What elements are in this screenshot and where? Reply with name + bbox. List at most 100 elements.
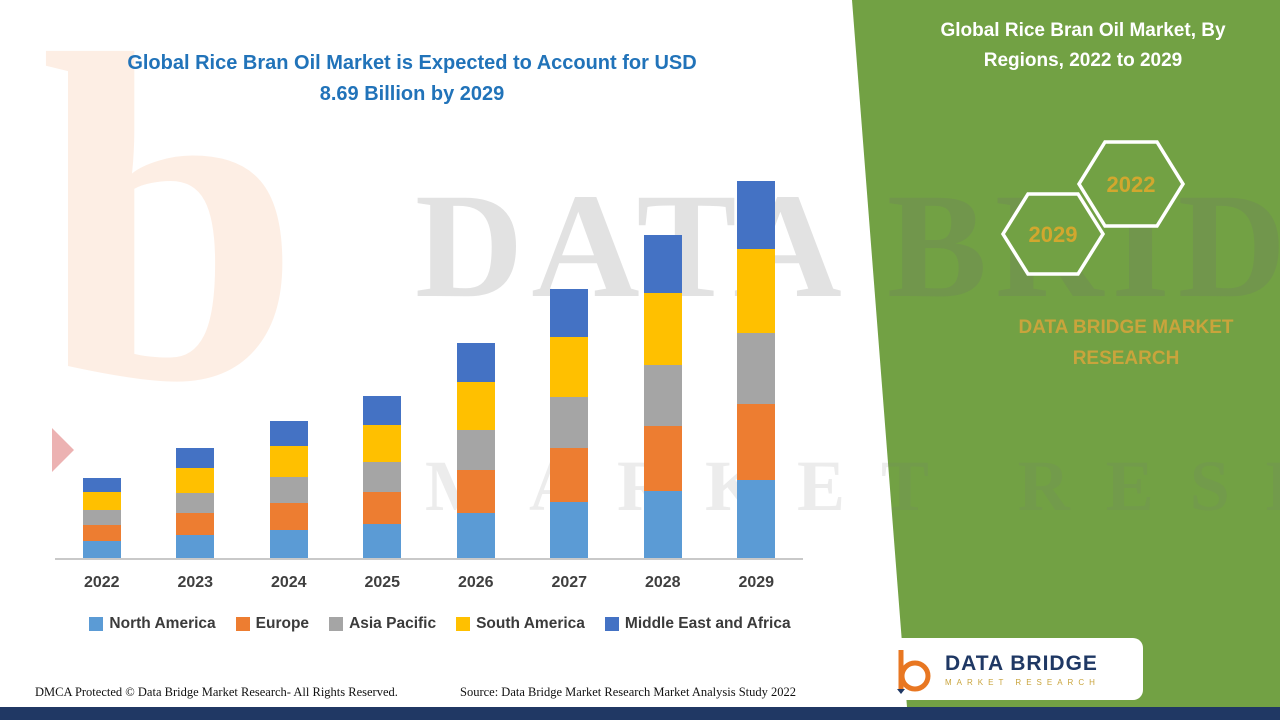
stacked-bar-2029 xyxy=(737,181,776,558)
bar-column-2024 xyxy=(242,158,336,558)
data-bridge-logo-icon xyxy=(897,650,931,694)
stacked-bar-2024 xyxy=(269,421,308,558)
legend-swatch-south-america xyxy=(456,617,471,631)
bar-segment-asia-pacific xyxy=(456,430,495,471)
bar-segment-europe xyxy=(550,448,589,503)
legend-label-middle-east-and-africa: Middle East and Africa xyxy=(624,615,791,632)
page-title: Global Rice Bran Oil Market is Expected … xyxy=(60,48,764,110)
legend-swatch-europe xyxy=(235,617,250,631)
bar-segment-north-america xyxy=(269,529,308,558)
bar-segment-south-america xyxy=(176,467,215,494)
bar-segment-south-america xyxy=(269,446,308,477)
legend-swatch-middle-east-and-africa xyxy=(604,617,619,631)
bar-segment-europe xyxy=(269,502,308,530)
bar-segment-middle-east-and-africa xyxy=(82,478,121,493)
bar-segment-europe xyxy=(643,426,682,492)
stacked-bar-2028 xyxy=(643,235,682,558)
panel-title: Global Rice Bran Oil Market, By Regions,… xyxy=(940,20,1226,72)
bar-segment-asia-pacific xyxy=(363,462,402,493)
bar-segment-europe xyxy=(456,470,495,513)
bar-segment-middle-east-and-africa xyxy=(269,421,308,447)
stacked-bar-chart: 2022 2023 2024 2025 2026 2027 2028 2029 xyxy=(55,158,803,592)
logo-triangle-watermark xyxy=(52,428,74,472)
bar-segment-asia-pacific xyxy=(737,333,776,405)
stacked-bar-2025 xyxy=(363,395,402,558)
year-hexagons: 2022 2029 xyxy=(1000,140,1186,276)
stacked-bar-2026 xyxy=(456,343,495,558)
bar-segment-europe xyxy=(363,492,402,525)
bar-column-2022 xyxy=(55,158,149,558)
legend-swatch-north-america xyxy=(89,617,104,631)
background-logo-watermark: b xyxy=(40,0,302,479)
bar-segment-south-america xyxy=(363,425,402,463)
bar-segment-north-america xyxy=(176,535,215,558)
bar-segment-asia-pacific xyxy=(643,365,682,427)
bar-segment-north-america xyxy=(643,491,682,558)
bar-segment-north-america xyxy=(82,541,121,558)
legend-item-asia-pacific: Asia Pacific xyxy=(329,615,436,633)
legend-label-north-america: North America xyxy=(109,615,216,632)
legend-item-north-america: North America xyxy=(89,615,216,633)
bar-segment-south-america xyxy=(82,492,121,510)
bar-segment-europe xyxy=(737,404,776,480)
stacked-bar-2027 xyxy=(550,288,589,558)
bar-column-2029 xyxy=(710,158,804,558)
x-axis-label-2023: 2023 xyxy=(177,574,214,591)
x-axis-label-2022: 2022 xyxy=(83,574,120,591)
brand-text: DATA BRIDGE MARKET RESEARCH xyxy=(1018,317,1234,370)
chart-plot-area xyxy=(55,158,803,560)
bar-segment-north-america xyxy=(737,480,776,558)
x-axis-label-2026: 2026 xyxy=(457,574,494,591)
x-axis-label-2028: 2028 xyxy=(644,574,681,591)
bar-segment-south-america xyxy=(737,249,776,334)
x-axis-label-2027: 2027 xyxy=(551,574,588,591)
legend-item-middle-east-and-africa: Middle East and Africa xyxy=(604,615,791,633)
bar-segment-asia-pacific xyxy=(82,509,121,526)
bar-column-2025 xyxy=(336,158,430,558)
bar-segment-north-america xyxy=(550,502,589,558)
logo-subtext: MARKET RESEARCH xyxy=(945,677,1100,687)
hexagon-2022-label: 2022 xyxy=(1107,172,1156,197)
logo-text-block: DATA BRIDGE MARKET RESEARCH xyxy=(945,652,1100,687)
x-axis-label-2025: 2025 xyxy=(364,574,401,591)
legend-item-europe: Europe xyxy=(235,615,310,633)
hexagon-2029 xyxy=(1000,192,1106,276)
bar-segment-middle-east-and-africa xyxy=(643,235,682,294)
bar-segment-north-america xyxy=(363,524,402,558)
hexagon-2029-label: 2029 xyxy=(1029,222,1078,247)
legend-label-south-america: South America xyxy=(476,615,585,632)
stacked-bar-2023 xyxy=(176,447,215,558)
dmca-notice: DMCA Protected © Data Bridge Market Rese… xyxy=(35,685,398,699)
bar-segment-asia-pacific xyxy=(550,397,589,449)
legend-swatch-asia-pacific xyxy=(329,617,344,631)
legend-label-europe: Europe xyxy=(255,615,310,632)
data-bridge-logo-card: DATA BRIDGE MARKET RESEARCH xyxy=(875,638,1143,700)
x-axis-label-2029: 2029 xyxy=(738,574,775,591)
bar-segment-asia-pacific xyxy=(176,493,215,513)
page-title-line2: 8.69 Billion by 2029 xyxy=(319,83,505,105)
bar-segment-south-america xyxy=(643,293,682,366)
bar-segment-europe xyxy=(176,512,215,536)
bar-segment-south-america xyxy=(456,382,495,431)
bar-segment-asia-pacific xyxy=(269,476,308,503)
bar-segment-middle-east-and-africa xyxy=(363,395,402,426)
x-axis-labels: 2022 2023 2024 2025 2026 2027 2028 2029 xyxy=(55,574,803,592)
stacked-bar-2022 xyxy=(82,478,121,558)
bar-segment-middle-east-and-africa xyxy=(176,447,215,468)
chart-legend: North America Europe Asia Pacific South Ame… xyxy=(40,615,840,633)
hexagon-2022 xyxy=(1076,140,1186,228)
source-note: Source: Data Bridge Market Research Mark… xyxy=(460,685,797,699)
bar-segment-middle-east-and-africa xyxy=(456,343,495,383)
bar-column-2026 xyxy=(429,158,523,558)
bar-column-2028 xyxy=(616,158,710,558)
page-title-line1: Global Rice Bran Oil Market is Expected … xyxy=(127,52,697,74)
bar-segment-middle-east-and-africa xyxy=(737,181,776,250)
bar-column-2027 xyxy=(523,158,617,558)
bar-segment-middle-east-and-africa xyxy=(550,288,589,338)
bar-segment-south-america xyxy=(550,337,589,398)
legend-label-asia-pacific: Asia Pacific xyxy=(349,615,437,632)
logo-name: DATA BRIDGE xyxy=(945,651,1098,675)
bar-segment-north-america xyxy=(456,512,495,558)
legend-item-south-america: South America xyxy=(456,615,585,633)
